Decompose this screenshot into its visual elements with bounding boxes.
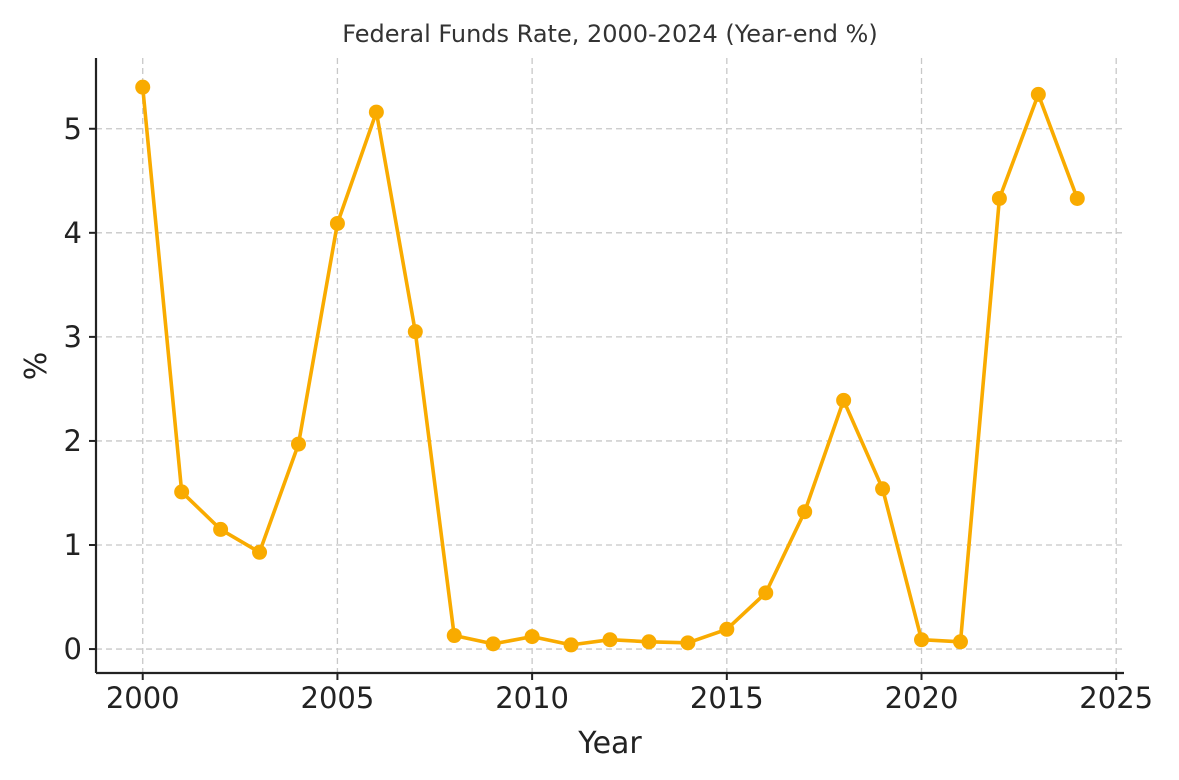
x-tick-label: 2005 — [301, 681, 375, 715]
x-tick-label: 2020 — [885, 681, 959, 715]
data-point — [290, 436, 306, 452]
series-line — [140, 85, 1080, 647]
series — [135, 79, 1085, 653]
data-point — [602, 632, 618, 648]
y-tick-label: 2 — [64, 424, 82, 458]
data-point — [797, 504, 813, 520]
x-tick-label: 2025 — [1079, 681, 1153, 715]
y-tick-label: 1 — [64, 528, 82, 562]
data-point — [252, 544, 268, 560]
data-point — [174, 484, 190, 500]
data-point — [407, 324, 423, 340]
y-axis-label: % — [19, 352, 54, 381]
ticks: 2000 2005 2010 2015 2020 2025 0 1 2 3 4 5 — [64, 112, 1154, 715]
data-point — [368, 104, 384, 120]
data-point — [758, 585, 774, 601]
data-point — [1069, 190, 1085, 206]
data-point — [952, 634, 968, 650]
data-point — [135, 79, 151, 95]
axes — [94, 58, 1124, 675]
y-tick-label: 5 — [64, 112, 82, 146]
grid — [96, 58, 1124, 673]
data-point — [213, 521, 229, 537]
data-point — [719, 621, 735, 637]
data-point — [329, 215, 345, 231]
x-tick-label: 2000 — [106, 681, 180, 715]
chart-title: Federal Funds Rate, 2000-2024 (Year-end … — [342, 20, 877, 48]
data-point — [875, 481, 891, 497]
y-tick-label: 4 — [64, 216, 82, 250]
data-point — [680, 635, 696, 651]
data-point — [914, 632, 930, 648]
x-axis-label: Year — [577, 726, 642, 761]
data-point — [641, 634, 657, 650]
data-point — [485, 636, 501, 652]
data-point — [1030, 86, 1046, 102]
y-tick-label: 3 — [64, 320, 82, 354]
y-tick-label: 0 — [64, 632, 82, 666]
data-point — [563, 637, 579, 653]
x-tick-label: 2010 — [495, 681, 569, 715]
data-point — [524, 629, 540, 645]
data-point — [836, 392, 852, 408]
x-tick-label: 2015 — [690, 681, 764, 715]
data-point — [991, 190, 1007, 206]
data-point — [446, 628, 462, 644]
